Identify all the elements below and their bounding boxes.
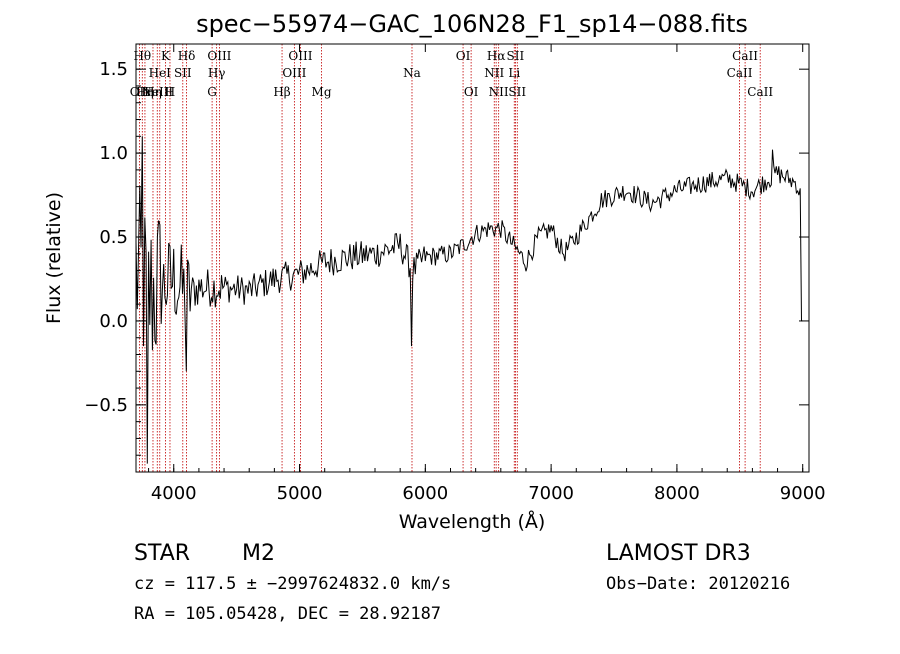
x-axis-label: Wavelength (Å) <box>399 510 546 533</box>
spectral-line-label: Hγ <box>208 66 226 80</box>
y-tick-label: 0.0 <box>99 311 128 332</box>
spectral-line-label: Hη <box>136 85 154 99</box>
x-tick-label: 6000 <box>402 483 448 504</box>
spectral-line-label: Hθ <box>133 49 151 63</box>
spectral-line-label: Na <box>403 66 421 80</box>
chart-title: spec−55974−GAC_106N28_F1_sp14−088.fits <box>196 10 748 38</box>
spectral-line-label: CaII <box>727 66 753 80</box>
x-tick-label: 7000 <box>528 483 574 504</box>
y-tick-label: −0.5 <box>84 395 128 416</box>
x-tick-label: 5000 <box>277 483 323 504</box>
spectral-line-label: NII <box>484 66 504 80</box>
spectral-line-label: G <box>207 85 217 99</box>
spectral-line-label: Hα <box>487 49 506 63</box>
y-tick-label: 1.5 <box>99 59 128 80</box>
spectral-line-label: SII <box>507 49 525 63</box>
x-axis-ticks: 4000 5000 6000 7000 8000 9000 <box>148 44 826 504</box>
spectral-line-label: SII <box>174 66 192 80</box>
spectral-line-label: Hδ <box>178 49 196 63</box>
y-axis-ticks: −0.5 0.0 0.5 1.0 1.5 <box>84 59 809 456</box>
spectral-line-label: Hη <box>144 85 162 99</box>
spectral-line-label: K <box>161 49 171 63</box>
x-tick-label: 8000 <box>654 483 700 504</box>
spectral-line-label: NeIII <box>141 85 173 99</box>
x-tick-label: 9000 <box>780 483 826 504</box>
spectral-line-label: OIII <box>282 66 306 80</box>
spectral-line-label: OI <box>456 49 471 63</box>
spectral-line-label: Hβ <box>273 85 290 99</box>
spectral-line-label: H <box>165 85 175 99</box>
plot-frame <box>135 43 810 473</box>
spectral-line-label: NII <box>489 85 509 99</box>
spectrum-line <box>135 136 803 464</box>
spectral-line-label: CaII <box>732 49 758 63</box>
spectral-line-label: OIII <box>288 49 312 63</box>
y-tick-label: 1.0 <box>99 143 128 164</box>
spectral-line-label: OI <box>464 85 479 99</box>
spectral-line-label: OIII <box>207 49 231 63</box>
spectral-line-label: Mg <box>312 85 332 99</box>
spectral-line-label: HeI <box>149 66 172 80</box>
y-tick-label: 0.5 <box>99 227 128 248</box>
spectral-line-label: CaII <box>747 85 773 99</box>
observation-date: Obs−Date: 20120216 <box>606 574 790 594</box>
object-class: STAR <box>134 541 190 566</box>
spectral-line-label: Li <box>508 66 520 80</box>
survey-name: LAMOST DR3 <box>606 541 751 566</box>
redshift-velocity: cz = 117.5 ± −2997624832.0 km/s <box>134 574 451 594</box>
object-subclass: M2 <box>242 541 275 566</box>
spectral-line-markers <box>138 44 761 472</box>
ra-dec-coordinates: RA = 105.05428, DEC = 28.92187 <box>134 604 441 624</box>
y-axis-label: Flux (relative) <box>43 192 65 324</box>
x-tick-label: 4000 <box>151 483 197 504</box>
spectral-line-label: OII <box>130 85 150 99</box>
spectral-line-label: SII <box>508 85 526 99</box>
